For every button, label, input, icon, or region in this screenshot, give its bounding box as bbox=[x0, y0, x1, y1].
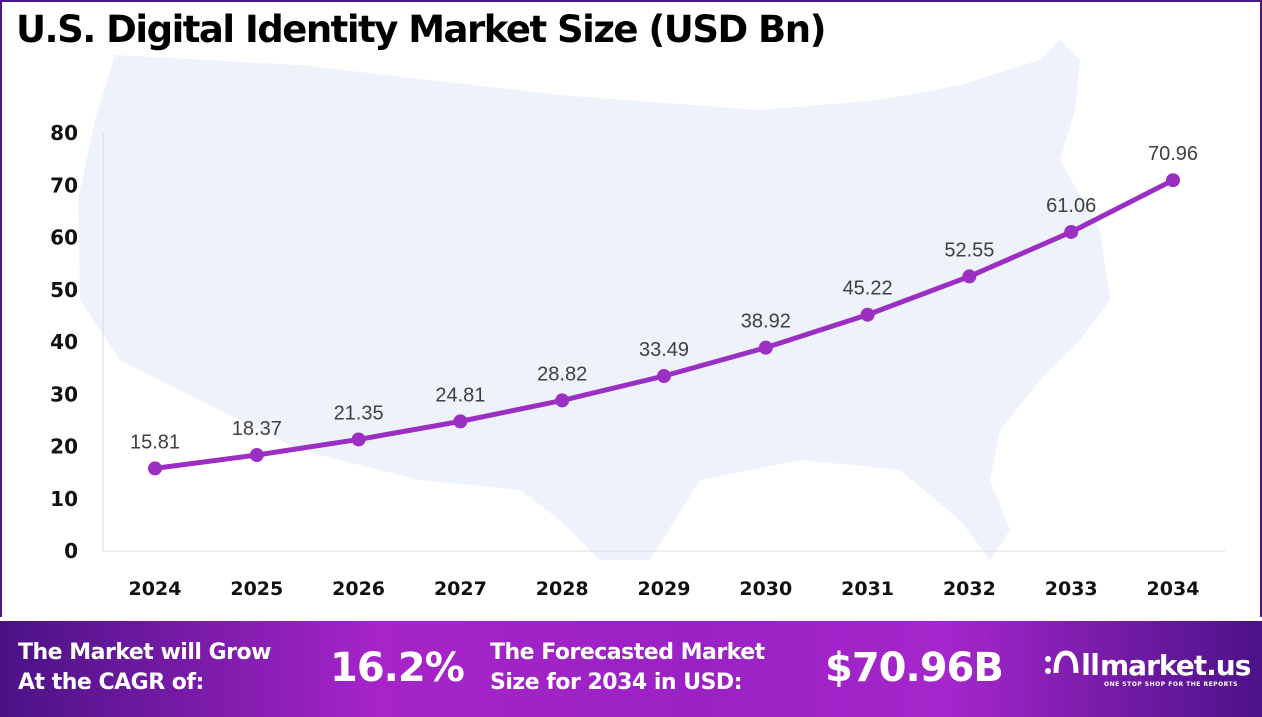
y-tick-label: 80 bbox=[50, 121, 78, 145]
x-tick-label: 2029 bbox=[638, 578, 691, 600]
us-map-background bbox=[78, 40, 1110, 560]
data-label: 15.81 bbox=[130, 431, 180, 453]
data-point bbox=[453, 414, 468, 429]
logo-mark-icon bbox=[1045, 650, 1098, 675]
y-tick-label: 30 bbox=[50, 382, 78, 406]
chart-title: U.S. Digital Identity Market Size (USD B… bbox=[16, 8, 827, 51]
cagr-label: The Market will Grow At the CAGR of: bbox=[18, 638, 271, 698]
data-point bbox=[657, 369, 671, 384]
x-tick-label: 2026 bbox=[332, 578, 385, 600]
x-tick-label: 2025 bbox=[230, 578, 283, 600]
x-tick-label: 2034 bbox=[1147, 578, 1200, 600]
data-label: 38.92 bbox=[741, 311, 791, 333]
x-tick-label: 2033 bbox=[1045, 578, 1098, 600]
x-tick-label: 2030 bbox=[739, 578, 792, 600]
data-point bbox=[1166, 173, 1180, 188]
forecast-label-line1: The Forecasted Market bbox=[490, 640, 765, 665]
y-tick-label: 70 bbox=[50, 173, 78, 197]
x-tick-label: 2027 bbox=[434, 578, 487, 600]
y-tick-label: 10 bbox=[50, 487, 78, 511]
data-label: 52.55 bbox=[944, 239, 994, 261]
cagr-value: 16.2% bbox=[330, 645, 465, 691]
data-label: 21.35 bbox=[334, 402, 384, 424]
x-tick-label: 2028 bbox=[536, 578, 589, 600]
forecast-label: The Forecasted Market Size for 2034 in U… bbox=[490, 638, 765, 698]
x-tick-label: 2032 bbox=[943, 578, 996, 600]
data-label: 28.82 bbox=[537, 363, 587, 385]
y-tick-label: 0 bbox=[64, 539, 78, 563]
cagr-label-line2: At the CAGR of: bbox=[18, 670, 204, 695]
x-tick-label: 2024 bbox=[129, 578, 182, 600]
market-us-logo: market.us ONE STOP SHOP FOR THE REPORTS bbox=[1042, 645, 1251, 688]
data-label: 33.49 bbox=[639, 339, 689, 361]
x-tick-label: 2031 bbox=[841, 578, 894, 600]
data-point bbox=[148, 461, 162, 476]
data-point bbox=[351, 432, 366, 447]
data-point bbox=[1064, 224, 1079, 239]
data-point bbox=[249, 448, 264, 463]
y-tick-label: 60 bbox=[50, 226, 78, 250]
data-label: 24.81 bbox=[435, 384, 485, 406]
data-label: 45.22 bbox=[843, 278, 893, 300]
summary-banner: The Market will Grow At the CAGR of: 16.… bbox=[0, 621, 1262, 717]
forecast-value: $70.96B bbox=[825, 645, 1004, 691]
data-point bbox=[758, 340, 773, 355]
y-tick-label: 40 bbox=[50, 330, 78, 354]
logo-tagline: ONE STOP SHOP FOR THE REPORTS bbox=[1104, 681, 1238, 688]
data-point bbox=[962, 269, 977, 284]
cagr-label-line1: The Market will Grow bbox=[18, 640, 271, 665]
data-label: 70.96 bbox=[1148, 143, 1198, 165]
data-point bbox=[555, 393, 570, 408]
logo-name: market.us bbox=[1100, 648, 1251, 682]
y-tick-label: 20 bbox=[50, 435, 78, 459]
forecast-label-line2: Size for 2034 in USD: bbox=[490, 670, 742, 695]
data-label: 61.06 bbox=[1046, 195, 1096, 217]
data-label: 18.37 bbox=[232, 418, 282, 440]
data-point bbox=[860, 307, 875, 322]
y-tick-label: 50 bbox=[50, 278, 78, 302]
